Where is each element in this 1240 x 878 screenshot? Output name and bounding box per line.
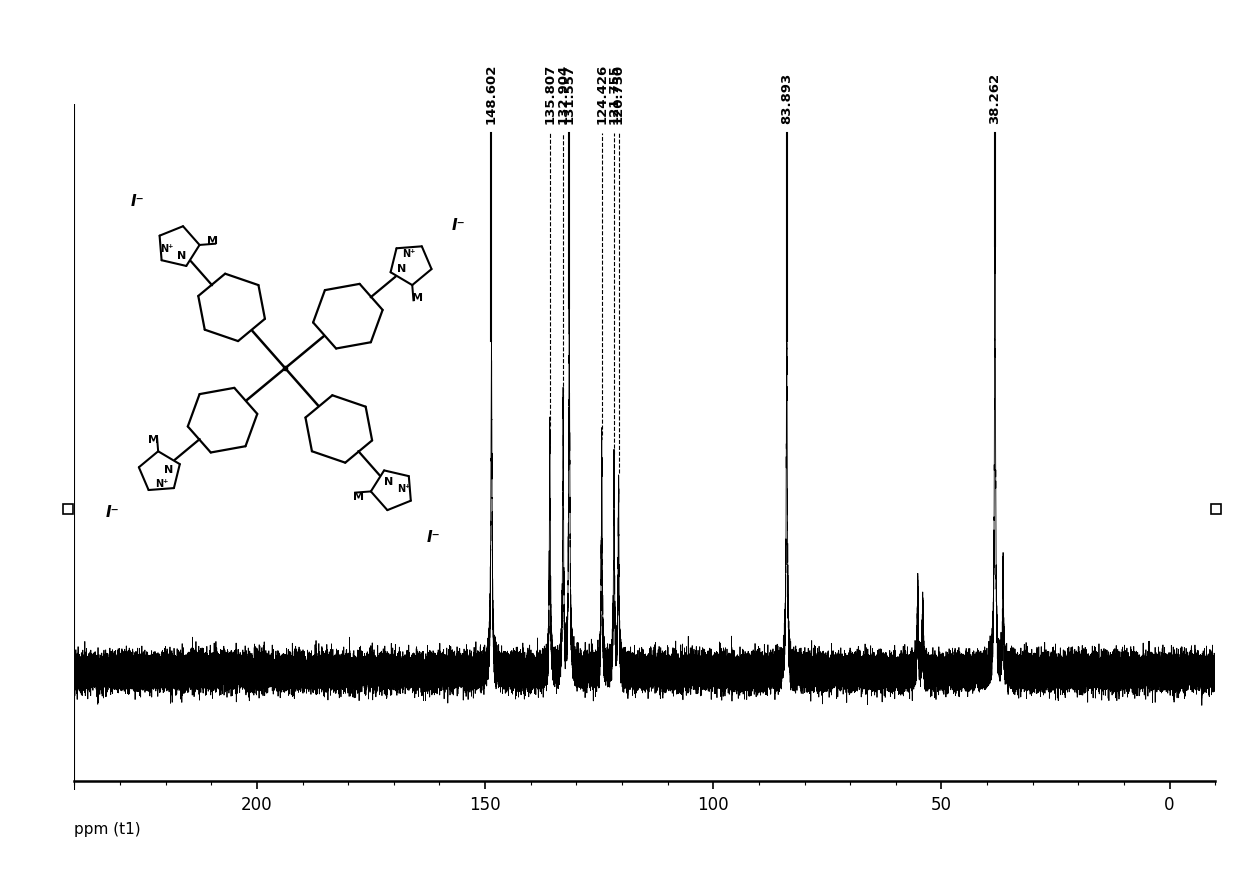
Text: I⁻: I⁻ (427, 529, 440, 544)
Text: M: M (412, 293, 423, 303)
Text: I⁻: I⁻ (451, 218, 465, 233)
Text: N⁺: N⁺ (160, 244, 174, 254)
Text: 83.893: 83.893 (780, 73, 794, 125)
Text: 148.602: 148.602 (485, 64, 498, 125)
Text: 121.755: 121.755 (608, 64, 620, 125)
Text: I⁻: I⁻ (130, 193, 144, 209)
Text: I⁻: I⁻ (105, 505, 119, 520)
Text: N: N (384, 477, 393, 486)
Text: N⁺: N⁺ (397, 484, 410, 493)
Text: N: N (177, 251, 186, 261)
Text: 132.904: 132.904 (557, 64, 569, 125)
Text: 135.807: 135.807 (543, 64, 557, 125)
Text: M: M (353, 492, 363, 501)
Text: N⁺: N⁺ (402, 249, 415, 259)
Text: M: M (148, 435, 159, 444)
Text: N: N (397, 263, 405, 274)
Text: 38.262: 38.262 (988, 73, 1002, 125)
X-axis label: ppm (t1): ppm (t1) (74, 821, 141, 836)
Text: 131.557: 131.557 (563, 64, 575, 125)
Text: N: N (165, 464, 174, 474)
Text: 124.426: 124.426 (595, 64, 609, 125)
Text: 120.750: 120.750 (613, 64, 625, 125)
Text: M: M (207, 236, 217, 246)
Text: N⁺: N⁺ (155, 479, 169, 488)
